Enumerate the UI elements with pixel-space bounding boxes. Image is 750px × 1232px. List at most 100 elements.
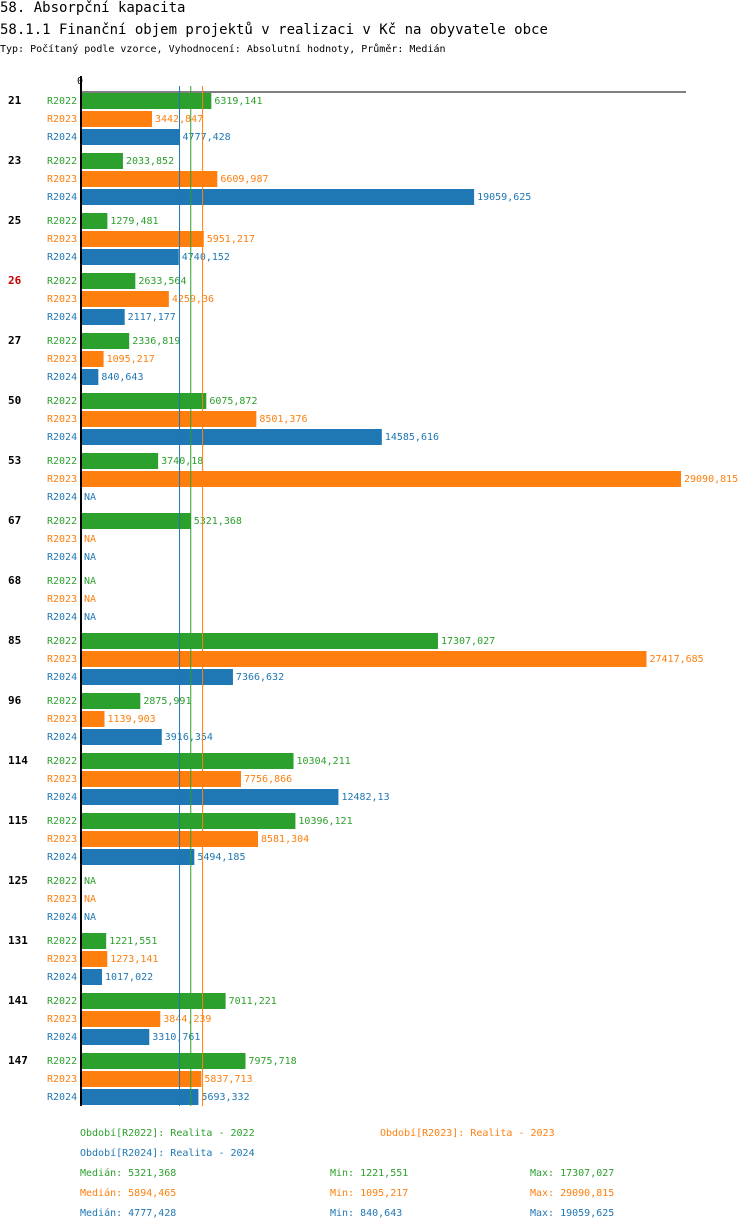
data-label: 1095,217 <box>107 354 155 365</box>
series-label-r2023: R2023 <box>47 234 77 245</box>
bar-r2023 <box>81 231 204 247</box>
series-label-r2022: R2022 <box>47 876 77 887</box>
data-label: 2033,852 <box>126 156 174 167</box>
series-label-r2024: R2024 <box>47 492 77 503</box>
series-label-r2023: R2023 <box>47 654 77 665</box>
stat-median-r2023: Medián: 5894,465 <box>80 1188 177 1199</box>
bar-r2024 <box>81 849 195 865</box>
series-label-r2023: R2023 <box>47 714 77 725</box>
series-label-r2023: R2023 <box>47 594 77 605</box>
data-label: 27417,685 <box>649 654 703 665</box>
category-label: 141 <box>8 994 28 1007</box>
data-label: 5321,368 <box>194 516 242 527</box>
data-label: 14585,616 <box>385 432 439 443</box>
data-label: 2875,991 <box>143 696 191 707</box>
na-label: NA <box>84 576 96 587</box>
data-label: 7975,718 <box>248 1056 296 1067</box>
category-label: 21 <box>8 94 22 107</box>
data-label: 8581,304 <box>261 834 309 845</box>
series-label-r2023: R2023 <box>47 294 77 305</box>
data-label: 7756,866 <box>244 774 292 785</box>
series-label-r2024: R2024 <box>47 972 77 983</box>
stat-median-r2022: Medián: 5321,368 <box>80 1168 177 1179</box>
stat-max-r2023: Max: 29090,815 <box>530 1188 615 1199</box>
series-label-r2022: R2022 <box>47 696 77 707</box>
data-label: 1279,481 <box>110 216 158 227</box>
stat-min-r2022: Min: 1221,551 <box>330 1168 409 1179</box>
series-label-r2023: R2023 <box>47 414 77 425</box>
na-label: NA <box>84 612 96 623</box>
category-label: 27 <box>8 334 21 347</box>
series-label-r2022: R2022 <box>47 96 77 107</box>
bar-r2022 <box>81 453 159 469</box>
data-label: 12482,13 <box>341 792 389 803</box>
category-label: 68 <box>8 574 21 587</box>
series-label-r2024: R2024 <box>47 912 77 923</box>
data-label: 1221,551 <box>109 936 157 947</box>
series-label-r2022: R2022 <box>47 336 77 347</box>
data-label: 840,643 <box>101 372 143 383</box>
bar-chart: 021R20226319,141R20233442,847R20244777,4… <box>8 76 738 1106</box>
data-label: 1139,903 <box>108 714 156 725</box>
series-label-r2022: R2022 <box>47 216 77 227</box>
chart-title: 58.1.1 Finanční objem projektů v realiza… <box>0 22 548 38</box>
category-label: 147 <box>8 1054 28 1067</box>
series-label-r2023: R2023 <box>47 174 77 185</box>
bar-r2023 <box>81 1011 161 1027</box>
na-label: NA <box>84 552 96 563</box>
bar-r2023 <box>81 291 169 307</box>
bar-r2024 <box>81 729 162 745</box>
legend-r2024: Období[R2024]: Realita - 2024 <box>80 1148 255 1159</box>
series-label-r2024: R2024 <box>47 852 77 863</box>
bar-r2022 <box>81 333 130 349</box>
series-label-r2022: R2022 <box>47 576 77 587</box>
data-label: 2336,819 <box>132 336 180 347</box>
bar-r2023 <box>81 471 681 487</box>
series-label-r2024: R2024 <box>47 432 77 443</box>
series-label-r2024: R2024 <box>47 192 77 203</box>
bar-r2022 <box>81 273 136 289</box>
bar-r2022 <box>81 153 123 169</box>
bar-r2023 <box>81 951 108 967</box>
bar-r2024 <box>81 249 179 265</box>
bar-r2023 <box>81 411 257 427</box>
data-label: 4259,36 <box>172 294 214 305</box>
data-label: 7366,632 <box>236 672 284 683</box>
bar-r2024 <box>81 189 475 205</box>
page-title: 58. Absorpční kapacita <box>0 0 186 16</box>
bar-r2024 <box>81 969 102 985</box>
bar-r2023 <box>81 1071 202 1087</box>
bar-r2022 <box>81 393 207 409</box>
bar-r2024 <box>81 309 125 325</box>
category-label: 125 <box>8 874 28 887</box>
bar-r2023 <box>81 711 105 727</box>
series-label-r2023: R2023 <box>47 474 77 485</box>
data-label: 1017,022 <box>105 972 153 983</box>
bar-r2022 <box>81 93 212 109</box>
bar-r2022 <box>81 213 108 229</box>
bar-r2024 <box>81 369 99 385</box>
data-label: 2633,564 <box>138 276 186 287</box>
data-label: 3740,18 <box>161 456 203 467</box>
stat-min-r2023: Min: 1095,217 <box>330 1188 409 1199</box>
legend-r2023: Období[R2023]: Realita - 2023 <box>380 1128 555 1139</box>
category-label: 85 <box>8 634 21 647</box>
series-label-r2024: R2024 <box>47 1032 77 1043</box>
bar-r2023 <box>81 171 218 187</box>
series-label-r2022: R2022 <box>47 276 77 287</box>
series-label-r2022: R2022 <box>47 1056 77 1067</box>
bar-r2022 <box>81 993 226 1009</box>
bar-r2023 <box>81 771 241 787</box>
data-label: 19059,625 <box>477 192 531 203</box>
series-label-r2023: R2023 <box>47 774 77 785</box>
chart-info: Typ: Počítaný podle vzorce, Vyhodnocení:… <box>0 44 446 55</box>
series-label-r2024: R2024 <box>47 312 77 323</box>
series-label-r2023: R2023 <box>47 954 77 965</box>
data-label: 5837,713 <box>204 1074 252 1085</box>
na-label: NA <box>84 594 96 605</box>
category-label: 26 <box>8 274 22 287</box>
data-label: 6319,141 <box>214 96 262 107</box>
category-label: 67 <box>8 514 21 527</box>
series-label-r2023: R2023 <box>47 1014 77 1025</box>
bar-r2024 <box>81 1089 199 1105</box>
